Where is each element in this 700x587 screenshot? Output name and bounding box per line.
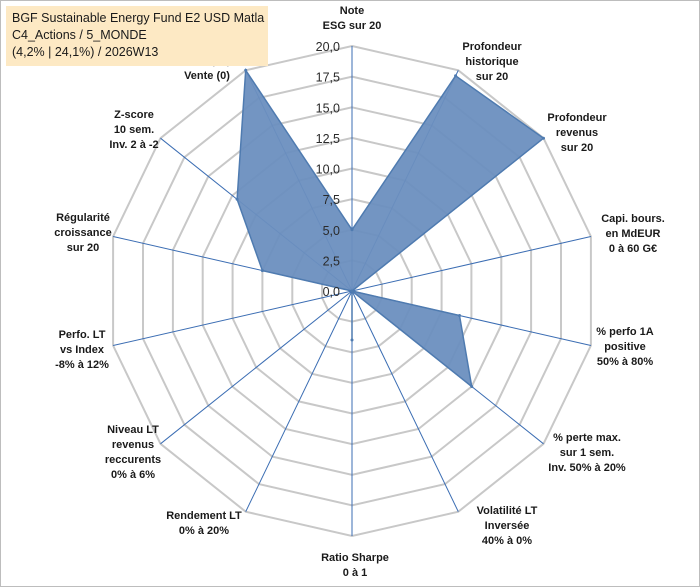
axis-label-line: 0% à 6% xyxy=(111,469,155,481)
axis-label: Z-score 10 sem. Inv. 2 à -2 xyxy=(109,109,158,151)
radial-tick-label: 5,0 xyxy=(323,224,340,238)
axis-label-line: vs Index xyxy=(60,344,105,356)
axis-label-line: ESG sur 20 xyxy=(323,20,382,32)
axis-label: Rendement LT 0% à 20% xyxy=(166,510,242,537)
axis-label: Volatilité LT Inversée 40% à 0% xyxy=(477,505,538,547)
axis-label-line: sur 20 xyxy=(561,142,593,154)
data-point xyxy=(244,68,248,72)
axis-label: % perte max. sur 1 sem. Inv. 50% à 20% xyxy=(548,432,626,474)
data-point xyxy=(454,74,458,78)
axis-label: Note ESG sur 20 xyxy=(323,5,382,32)
axis-label-line: % perfo 1A xyxy=(596,326,654,338)
axis-label-line: % perte max. xyxy=(553,432,621,444)
axis-label-line: positive xyxy=(604,341,646,353)
axis-label-line: sur 20 xyxy=(476,71,508,83)
axis-label-line: revenus xyxy=(112,439,154,451)
axis-spoke xyxy=(112,290,353,346)
axis-label: Profondeur revenus sur 20 xyxy=(547,112,607,154)
radial-tick-label: 15,0 xyxy=(316,101,340,115)
axis-label-line: sur 20 xyxy=(67,242,99,254)
axis-label-line: en MdEUR xyxy=(606,228,661,240)
data-series-area xyxy=(236,68,545,389)
axis-label: Capi. bours. en MdEUR 0 à 60 G€ xyxy=(601,213,665,255)
axis-label-line: Rendement LT xyxy=(166,510,242,522)
axis-label-line: 40% à 0% xyxy=(482,535,532,547)
axis-label-line: Régularité xyxy=(56,212,110,224)
radial-tick-label: 17,5 xyxy=(316,71,340,85)
axis-spoke xyxy=(351,236,592,292)
axis-label-line: Volatilité LT xyxy=(477,505,538,517)
axis-spoke xyxy=(245,290,353,512)
axis-label-line: 10 sem. xyxy=(114,124,154,136)
axis-label: Perfo. LT vs Index -8% à 12% xyxy=(55,329,109,371)
fund-stats: (4,2% | 24,1%) / 2026W13 xyxy=(12,45,159,59)
axis-label-line: reccurents xyxy=(105,454,161,466)
axis-label: Régularité croissance sur 20 xyxy=(54,212,111,254)
axis-label-line: Vente (0) xyxy=(184,70,230,82)
axis-label-line: Capi. bours. xyxy=(601,213,665,225)
axis-label-line: 0 à 1 xyxy=(343,567,367,579)
fund-info-box: BGF Sustainable Energy Fund E2 USD Matla… xyxy=(6,6,268,66)
radial-tick-label: 2,5 xyxy=(323,254,340,268)
axis-label-line: Inv. 2 à -2 xyxy=(109,139,158,151)
axis-label-line: Inv. 50% à 20% xyxy=(548,462,626,474)
axis-label-line: Z-score xyxy=(114,109,154,121)
data-point xyxy=(350,338,354,342)
data-point xyxy=(235,197,239,201)
axis-label-line: Ratio Sharpe xyxy=(321,552,389,564)
radial-tick-label: 0,0 xyxy=(323,285,340,299)
axis-label-line: Profondeur xyxy=(547,112,607,124)
axis-label: Ratio Sharpe 0 à 1 xyxy=(321,552,389,579)
data-point xyxy=(470,385,474,388)
axis-label: % perfo 1A positive 50% à 80% xyxy=(596,326,654,368)
axis-label: Profondeur historique sur 20 xyxy=(462,41,522,83)
data-point xyxy=(458,314,461,317)
fund-name: BGF Sustainable Energy Fund E2 USD Matla xyxy=(12,11,265,25)
axis-label-line: -8% à 12% xyxy=(55,359,109,371)
fund-category: C4_Actions / 5_MONDE xyxy=(12,28,147,42)
axis-label-line: Note xyxy=(340,5,364,17)
axis-spoke xyxy=(160,290,353,445)
axis-label-line: Niveau LT xyxy=(107,424,159,436)
axis-label-line: revenus xyxy=(556,127,598,139)
axis-label-line: 0% à 20% xyxy=(179,525,229,537)
axis-label-line: 50% à 80% xyxy=(597,356,653,368)
axis-label-line: 0 à 60 G€ xyxy=(609,243,657,255)
axis-label: Niveau LT revenus reccurents 0% à 6% xyxy=(105,424,161,481)
axis-label-line: sur 1 sem. xyxy=(560,447,614,459)
axis-label-line: Profondeur xyxy=(462,41,522,53)
data-point xyxy=(260,269,264,273)
axis-label-line: Perfo. LT xyxy=(59,329,106,341)
data-point xyxy=(350,289,354,293)
axis-spoke xyxy=(351,290,459,512)
axis-label-line: croissance xyxy=(54,227,111,239)
radial-tick-label: 10,0 xyxy=(316,163,340,177)
radial-tick-label: 7,5 xyxy=(323,193,340,207)
radial-tick-label: 20,0 xyxy=(316,40,340,54)
data-point xyxy=(542,136,545,140)
axis-label-line: Inversée xyxy=(485,520,530,532)
axis-label-line: historique xyxy=(465,56,518,68)
radial-tick-label: 12,5 xyxy=(316,132,340,146)
data-point xyxy=(350,228,354,232)
